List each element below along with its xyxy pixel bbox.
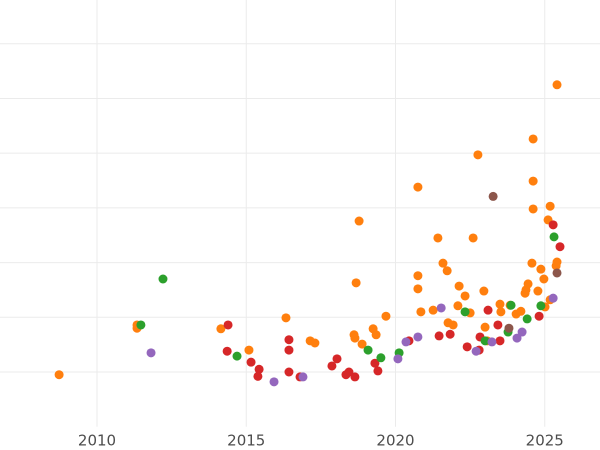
point xyxy=(434,331,444,341)
point xyxy=(555,242,565,252)
point xyxy=(284,367,294,377)
point xyxy=(473,150,483,160)
point xyxy=(413,182,423,192)
point xyxy=(506,300,516,310)
point xyxy=(462,342,472,352)
point xyxy=(460,291,470,301)
point xyxy=(344,367,354,377)
point xyxy=(480,336,490,346)
point xyxy=(269,377,279,387)
point xyxy=(522,314,532,324)
point xyxy=(433,233,443,243)
point xyxy=(512,333,522,343)
point xyxy=(534,311,544,321)
point xyxy=(363,345,373,355)
point xyxy=(523,279,533,289)
point xyxy=(517,327,527,337)
point xyxy=(244,345,254,355)
point xyxy=(413,271,423,281)
point xyxy=(146,348,156,358)
x-tick-label: 2015 xyxy=(227,432,265,450)
point xyxy=(284,335,294,345)
point xyxy=(548,220,558,230)
point xyxy=(350,333,360,343)
point xyxy=(445,329,455,339)
point xyxy=(216,324,226,334)
point xyxy=(527,258,537,268)
point xyxy=(136,320,146,330)
point xyxy=(284,345,294,355)
point xyxy=(281,313,291,323)
point xyxy=(488,191,498,201)
x-tick-label: 2010 xyxy=(78,432,116,450)
point xyxy=(552,80,562,90)
point xyxy=(545,201,555,211)
point xyxy=(496,307,506,317)
point xyxy=(354,216,364,226)
point xyxy=(350,372,360,382)
point xyxy=(376,353,386,363)
point xyxy=(539,274,549,284)
point xyxy=(471,346,481,356)
point xyxy=(516,306,526,316)
point xyxy=(460,307,470,317)
point xyxy=(548,293,558,303)
point xyxy=(327,361,337,371)
point xyxy=(332,354,342,364)
point xyxy=(413,332,423,342)
point xyxy=(381,311,391,321)
point xyxy=(436,303,446,313)
point xyxy=(232,351,242,361)
point xyxy=(223,320,233,330)
point xyxy=(483,305,493,315)
point xyxy=(253,371,263,381)
point xyxy=(487,337,497,347)
point xyxy=(416,307,426,317)
point xyxy=(222,346,232,356)
point xyxy=(533,286,543,296)
point xyxy=(442,266,452,276)
point xyxy=(351,278,361,288)
point xyxy=(552,268,562,278)
point xyxy=(536,301,546,311)
point xyxy=(254,364,264,374)
point xyxy=(495,336,505,346)
point xyxy=(453,301,463,311)
point xyxy=(528,176,538,186)
x-tick-label: 2025 xyxy=(526,432,564,450)
point xyxy=(357,339,367,349)
point xyxy=(468,233,478,243)
point xyxy=(504,323,514,333)
point xyxy=(373,366,383,376)
point xyxy=(528,204,538,214)
point xyxy=(479,286,489,296)
point xyxy=(371,330,381,340)
point xyxy=(495,299,505,309)
point xyxy=(428,305,438,315)
point xyxy=(552,257,562,267)
point xyxy=(158,274,168,284)
x-tick-label: 2020 xyxy=(376,432,414,450)
point xyxy=(246,357,256,367)
point xyxy=(310,338,320,348)
point xyxy=(413,284,423,294)
point xyxy=(536,264,546,274)
point xyxy=(370,358,380,368)
point xyxy=(298,372,308,382)
point xyxy=(448,320,458,330)
point xyxy=(393,354,403,364)
point xyxy=(438,258,448,268)
point xyxy=(401,337,411,347)
point xyxy=(528,134,538,144)
point xyxy=(54,370,64,380)
point xyxy=(549,232,559,242)
point xyxy=(493,320,503,330)
point xyxy=(454,281,464,291)
point xyxy=(480,322,490,332)
